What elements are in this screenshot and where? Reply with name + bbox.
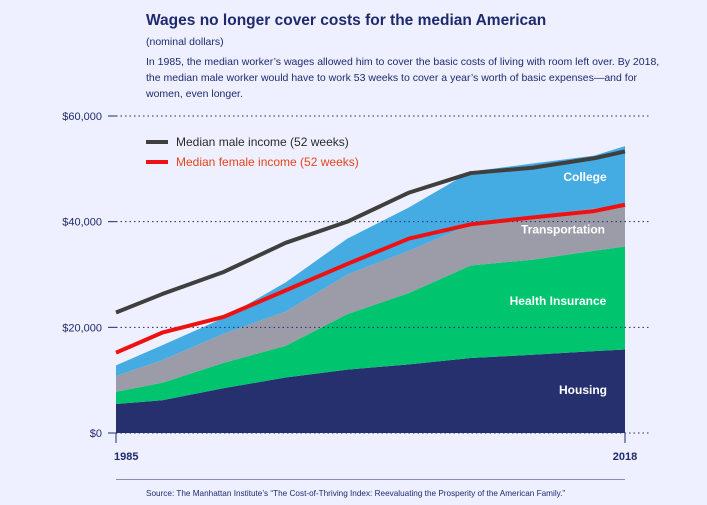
area-label-transportation: Transportation (521, 223, 605, 237)
x-axis: 1985 2018 (114, 433, 637, 463)
area-college (116, 146, 625, 376)
chart-title: Wages no longer cover costs for the medi… (146, 12, 547, 29)
area-labels: Housing Health Insurance Transportation Col… (510, 170, 607, 397)
gridlines (116, 115, 650, 434)
source-note: Source: The Manhattan Institute’s “The C… (146, 489, 566, 498)
area-layer (116, 146, 625, 433)
y-axis: $0 $20,000 $40,000 $60,000 (62, 111, 116, 440)
male-income-line (115, 149, 626, 315)
line-layer (115, 149, 626, 355)
chart-subtitle: (nominal dollars) (146, 36, 224, 48)
area-label-health: Health Insurance (510, 294, 607, 308)
x-tick-label: 1985 (114, 451, 138, 463)
y-tick-label: $20,000 (62, 322, 102, 334)
legend-label-female: Median female income (52 weeks) (176, 155, 359, 169)
y-tick-label: $60,000 (62, 111, 102, 123)
x-tick-label: 2018 (613, 451, 637, 463)
area-transportation (116, 205, 625, 392)
area-label-housing: Housing (559, 383, 607, 397)
chart-description: In 1985, the median worker’s wages allow… (146, 56, 660, 100)
legend-label-male: Median male income (52 weeks) (176, 135, 349, 149)
female-income-line (115, 202, 626, 355)
legend: Median male income (52 weeks) Median fema… (146, 135, 359, 169)
y-tick-label: $0 (90, 428, 102, 440)
stacked-area-chart: $0 $20,000 $40,000 $60,000 1985 2018 Housing… (62, 111, 650, 480)
area-housing (116, 349, 625, 433)
y-tick-label: $40,000 (62, 217, 102, 229)
area-health (116, 246, 625, 404)
area-label-college: College (563, 170, 607, 184)
